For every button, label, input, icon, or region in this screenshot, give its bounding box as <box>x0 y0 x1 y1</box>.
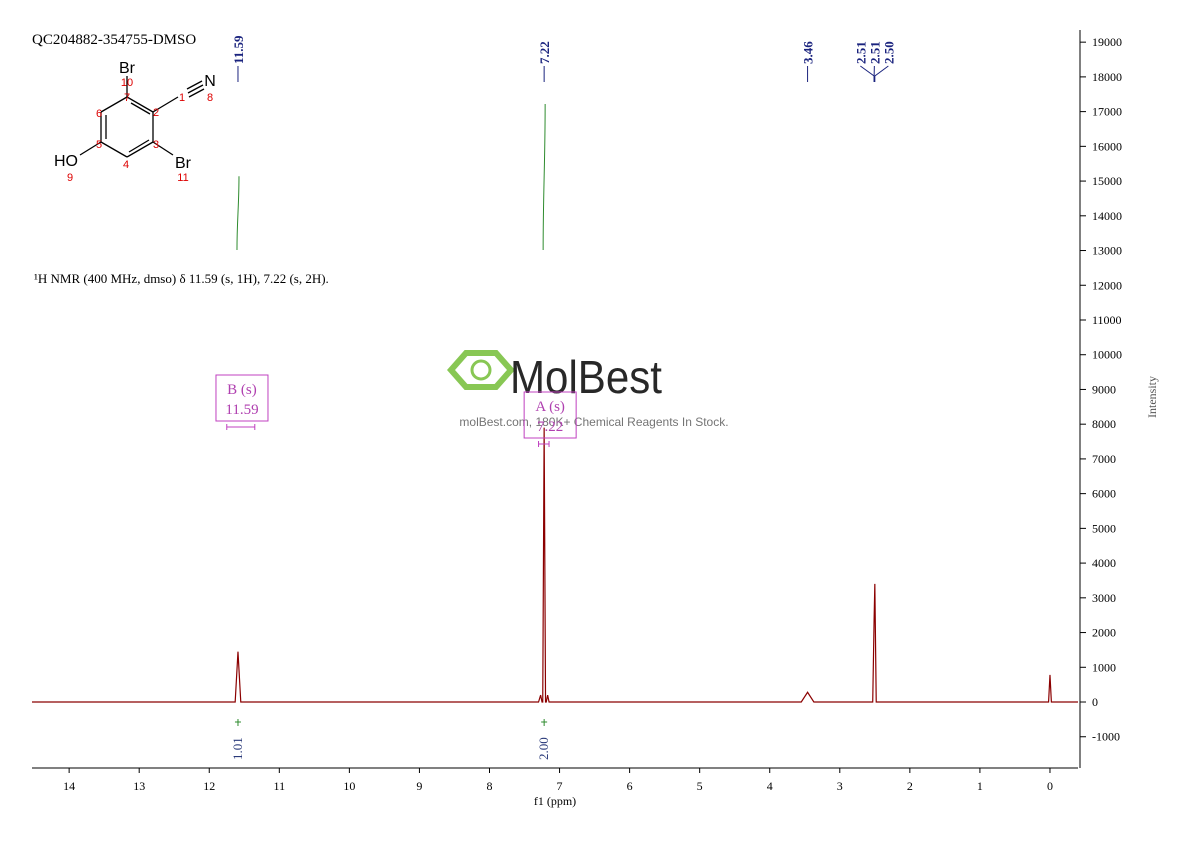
atom-number: 9 <box>67 172 73 184</box>
peak-label-leader <box>874 65 889 82</box>
atom-number: 2 <box>153 107 159 119</box>
y-tick-label: 17000 <box>1092 105 1122 119</box>
atom-number: 3 <box>153 139 159 151</box>
y-tick-label: 12000 <box>1092 278 1122 292</box>
y-tick-label: 15000 <box>1092 174 1122 188</box>
x-tick-label: 7 <box>557 779 563 793</box>
atom-number: 7 <box>124 92 130 104</box>
bond <box>187 84 204 94</box>
y-tick-label: 0 <box>1092 695 1098 709</box>
bond <box>152 141 174 156</box>
multiplet-shift: 11.59 <box>225 402 258 418</box>
chart-title: QC204882-354755-DMSO <box>32 32 196 48</box>
bond <box>100 96 128 113</box>
y-tick-label: 18000 <box>1092 70 1122 84</box>
y-tick-label: 10000 <box>1092 348 1122 362</box>
x-tick-label: 2 <box>907 779 913 793</box>
y-tick-label: 14000 <box>1092 209 1122 223</box>
x-tick-label: 8 <box>486 779 492 793</box>
x-tick-label: 11 <box>274 779 286 793</box>
peak-label-leader <box>860 65 875 82</box>
atom-number: 4 <box>123 159 129 171</box>
x-axis-label: f1 (ppm) <box>534 794 576 808</box>
y-tick-label: 11000 <box>1092 313 1122 327</box>
x-tick-label: 14 <box>63 779 75 793</box>
multiplet-box <box>215 374 269 422</box>
watermark-brand: MolBest <box>510 351 662 403</box>
x-tick-label: 5 <box>697 779 703 793</box>
atom-number: 1 <box>179 92 185 104</box>
peak-label: 7.22 <box>537 41 552 64</box>
structure-labels: Br 10 7 1 N 8 6 2 HO 5 3 Br 9 4 11 <box>54 60 216 184</box>
atom-label: HO <box>54 153 78 170</box>
atom-number: 5 <box>96 139 102 151</box>
bond <box>126 96 154 113</box>
y-tick-label: 3000 <box>1092 591 1116 605</box>
spectrum-line <box>32 427 1078 703</box>
bond <box>126 141 154 158</box>
x-tick-label: 13 <box>133 779 145 793</box>
x-tick-label: 12 <box>203 779 215 793</box>
y-tick-label: 6000 <box>1092 487 1116 501</box>
atom-number: 11 <box>177 172 188 184</box>
x-tick-label: 3 <box>837 779 843 793</box>
structure <box>79 76 205 158</box>
multiplet-shift: 7.22 <box>537 419 563 435</box>
atom-label: Br <box>175 155 192 172</box>
integral-label: 2.00 <box>536 737 551 760</box>
bond <box>79 141 102 156</box>
y-tick-label: 9000 <box>1092 382 1116 396</box>
integral-label: 1.01 <box>230 737 245 760</box>
multiplet-letter: B (s) <box>227 382 257 398</box>
x-tick-label: 9 <box>416 779 422 793</box>
bond <box>128 139 150 153</box>
y-tick-label: 5000 <box>1092 521 1116 535</box>
integral-marker <box>541 719 548 726</box>
x-tick-label: 10 <box>343 779 355 793</box>
y-tick-label: 16000 <box>1092 139 1122 153</box>
atom-number: 6 <box>96 108 102 120</box>
bond <box>152 96 179 113</box>
y-tick-label: 19000 <box>1092 35 1122 49</box>
atom-label: N <box>204 73 216 90</box>
peak-label: 2.50 <box>881 41 896 64</box>
bond <box>100 141 128 158</box>
watermark: MolBest molBest.com, 180K+ Chemical Reag… <box>446 350 729 429</box>
chart-subtitle: ¹H NMR (400 MHz, dmso) δ 11.59 (s, 1H), … <box>34 271 329 286</box>
x-tick-label: 0 <box>1047 779 1053 793</box>
x-tick-label: 6 <box>627 779 633 793</box>
atom-label: Br <box>119 60 136 77</box>
y-tick-label: 7000 <box>1092 452 1116 466</box>
multiplet-range <box>226 424 256 430</box>
bond <box>188 88 205 98</box>
integral-marker <box>234 719 241 726</box>
y-tick-label: 8000 <box>1092 417 1116 431</box>
peak-label: 3.46 <box>801 41 816 64</box>
integral-curve <box>542 103 546 251</box>
peak-label: 11.59 <box>231 35 246 64</box>
y-axis-label: Intensity <box>1145 376 1159 418</box>
x-tick-label: 1 <box>977 779 983 793</box>
y-tick-label: 13000 <box>1092 244 1122 258</box>
multiplet-range <box>538 441 550 447</box>
peak-label: 2.51 <box>867 41 882 64</box>
bond <box>130 102 151 115</box>
integral-curve <box>236 176 240 251</box>
bond <box>186 80 203 90</box>
atom-number: 10 <box>121 77 133 89</box>
y-tick-label: 4000 <box>1092 556 1116 570</box>
watermark-logo <box>446 350 516 390</box>
y-tick-label: 2000 <box>1092 626 1116 640</box>
multiplet-box <box>523 391 577 439</box>
x-tick-label: 4 <box>767 779 773 793</box>
peak-label: 2.51 <box>853 41 868 64</box>
atom-number: 8 <box>207 92 213 104</box>
y-tick-label: 1000 <box>1092 660 1116 674</box>
y-tick-label: -1000 <box>1092 730 1120 744</box>
watermark-logo-ring <box>470 359 492 381</box>
multiplet-letter: A (s) <box>535 399 565 415</box>
watermark-tagline: molBest.com, 180K+ Chemical Reagents In … <box>459 415 728 429</box>
